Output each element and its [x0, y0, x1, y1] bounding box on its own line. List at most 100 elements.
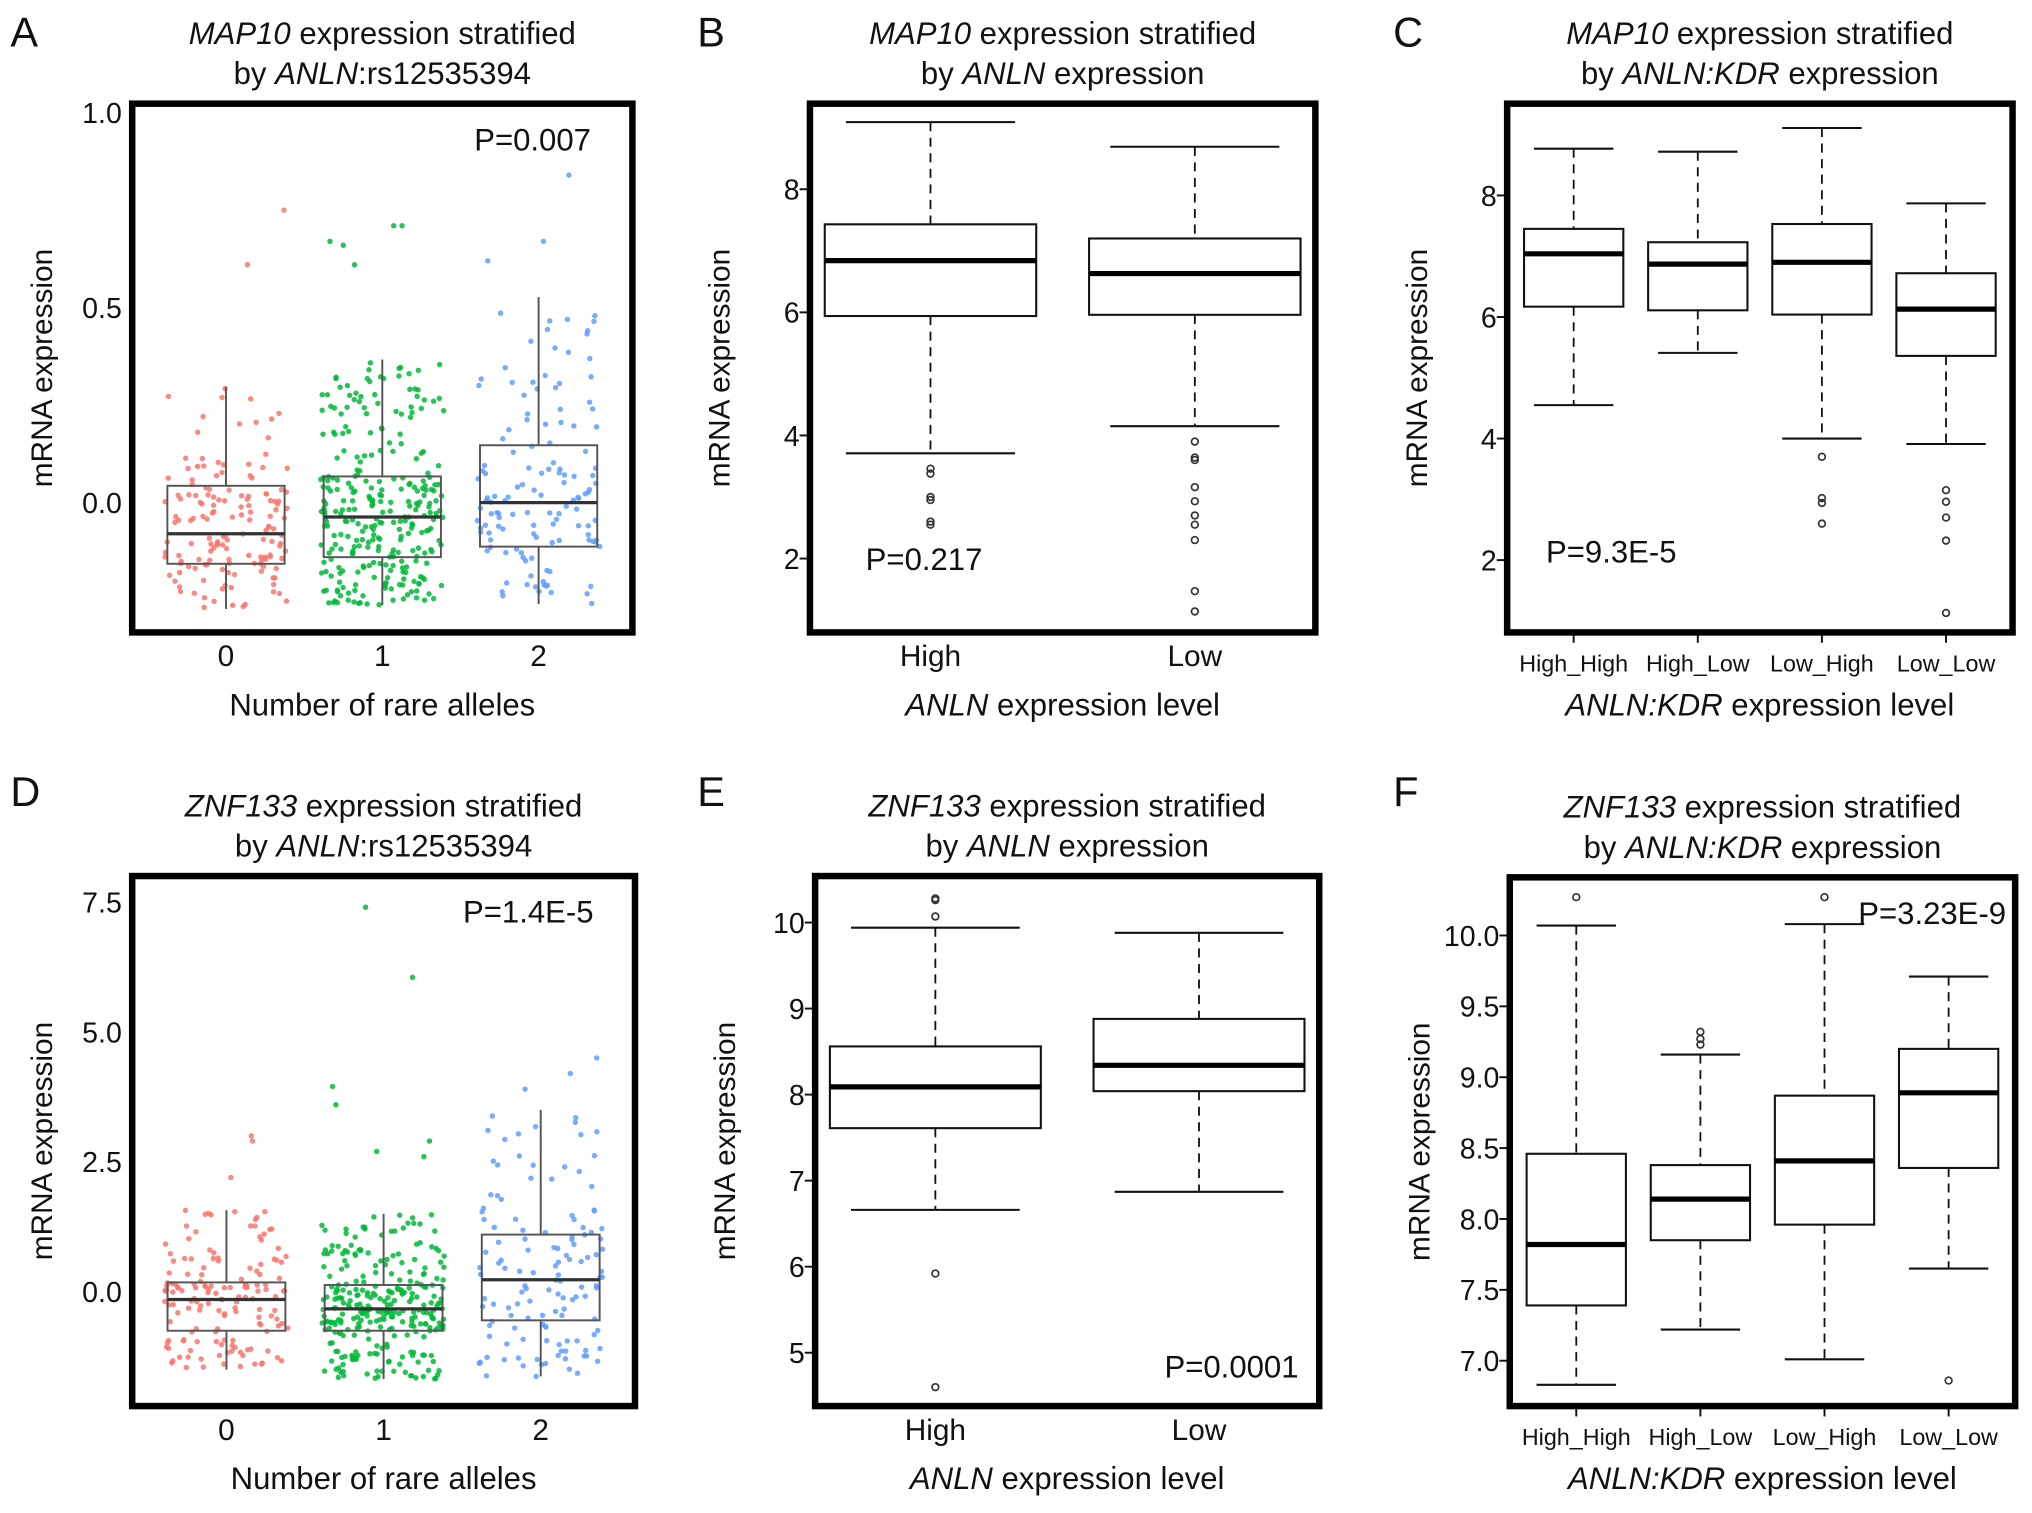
chart-title: ZNF133 expression stratified	[867, 788, 1266, 823]
data-point	[558, 419, 564, 426]
data-point	[331, 405, 338, 411]
data-point	[335, 1374, 342, 1381]
box	[166, 1281, 287, 1332]
data-point	[207, 1247, 213, 1253]
data-point	[503, 580, 510, 586]
data-point	[476, 382, 482, 389]
data-point	[386, 440, 393, 446]
data-point	[400, 1225, 407, 1231]
data-point	[265, 1348, 271, 1354]
data-point	[524, 411, 531, 417]
y-tick-label: 5	[789, 1338, 805, 1370]
box	[1088, 237, 1302, 316]
data-point	[582, 448, 589, 455]
data-point	[345, 597, 351, 603]
data-point	[226, 556, 232, 563]
outlier-point	[1817, 519, 1827, 528]
data-point	[524, 416, 530, 423]
data-point	[338, 411, 344, 417]
data-point	[578, 1258, 584, 1265]
data-point	[283, 1253, 289, 1260]
chart-title-segment: expression stratified	[981, 788, 1266, 823]
data-point	[258, 1261, 264, 1268]
data-point	[228, 584, 235, 591]
outlier-point	[926, 517, 935, 526]
chart-title: MAP10 expression stratified	[869, 16, 1256, 51]
outlier-point	[1941, 497, 1951, 506]
data-point	[273, 507, 279, 513]
data-point	[254, 1214, 260, 1221]
data-point	[198, 1356, 204, 1362]
box-group-high-low	[1649, 1027, 1752, 1331]
x-axis-label: ANLN:KDR expression level	[1563, 687, 1954, 722]
data-point	[408, 589, 415, 595]
data-point	[433, 1245, 439, 1252]
outlier-point	[1817, 493, 1827, 503]
data-point	[345, 590, 352, 596]
data-point	[565, 349, 572, 355]
data-point	[413, 595, 420, 601]
data-point	[428, 1299, 434, 1306]
data-point	[440, 407, 447, 414]
outlier-point	[1190, 586, 1200, 596]
data-point	[332, 1296, 338, 1302]
data-point	[256, 1314, 262, 1320]
data-point	[333, 1348, 339, 1355]
data-point	[323, 568, 329, 575]
data-point	[346, 1290, 353, 1296]
data-point	[283, 598, 290, 604]
data-point	[431, 1376, 438, 1382]
data-point	[562, 1355, 569, 1362]
chart-title-segment: expression	[1045, 56, 1204, 91]
data-point	[350, 1315, 357, 1322]
data-point	[362, 904, 369, 910]
y-tick-label: 1.0	[82, 98, 122, 130]
data-point	[176, 584, 183, 590]
data-point	[376, 478, 383, 485]
panel-b: B MAP10 expression stratified by ANLN expr…	[697, 9, 1319, 722]
data-point	[339, 507, 346, 513]
data-point	[396, 1310, 402, 1317]
data-point	[494, 1192, 501, 1199]
data-point	[356, 398, 363, 405]
data-point	[267, 497, 274, 504]
data-point	[377, 1316, 383, 1323]
panel-letter: D	[10, 768, 40, 815]
data-point	[377, 1324, 384, 1330]
x-axis-label-segment: expression level	[1725, 1461, 1957, 1496]
data-point	[426, 1138, 433, 1144]
data-point	[179, 1287, 185, 1294]
data-point	[378, 1258, 384, 1264]
data-point	[170, 1258, 177, 1264]
data-point	[244, 261, 251, 268]
data-point	[284, 505, 290, 512]
data-point	[413, 506, 419, 513]
chart-title-segment: expression stratified	[291, 16, 576, 51]
data-point	[352, 587, 358, 594]
x-tick-label: 1	[375, 1414, 392, 1447]
data-point	[326, 1325, 332, 1331]
data-point	[396, 365, 402, 372]
data-point	[259, 1360, 266, 1366]
data-point	[225, 569, 232, 576]
data-point	[505, 1305, 512, 1311]
data-point	[431, 488, 437, 494]
data-point	[363, 410, 370, 417]
box-group-low-high	[1771, 126, 1873, 528]
data-point	[265, 435, 272, 441]
data-point	[326, 600, 332, 606]
data-point	[206, 535, 213, 541]
data-point	[391, 1333, 398, 1339]
data-point	[390, 223, 397, 229]
data-point	[353, 390, 359, 396]
data-point	[575, 494, 581, 501]
data-point	[502, 1136, 508, 1143]
data-point	[396, 1212, 403, 1218]
data-point	[348, 484, 355, 491]
outlier-point	[1941, 608, 1951, 618]
data-point	[388, 499, 394, 506]
data-point	[411, 578, 417, 585]
data-point	[417, 1221, 423, 1227]
data-point	[530, 1270, 536, 1276]
chart-title: MAP10 expression stratified	[189, 16, 576, 51]
